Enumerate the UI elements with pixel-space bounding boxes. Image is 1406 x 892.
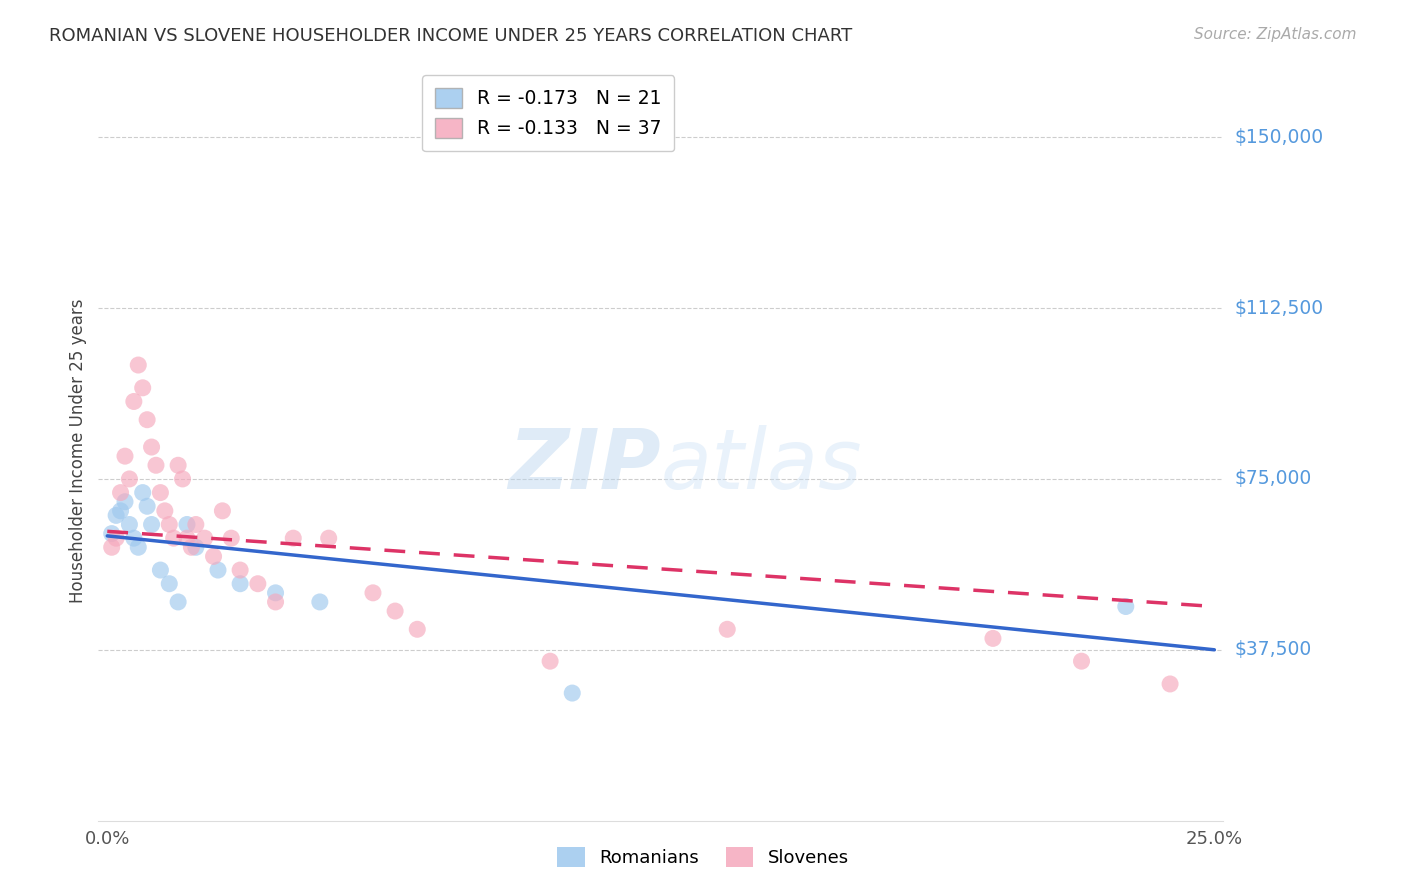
Point [100, 541, 122, 555]
Point [100, 526, 122, 541]
Text: $75,000: $75,000 [1234, 469, 1312, 489]
Point [110, 504, 132, 518]
Point [194, 531, 217, 545]
Point [122, 394, 145, 409]
Text: $112,500: $112,500 [1234, 299, 1323, 318]
Point [716, 622, 738, 636]
Legend: R = -0.173   N = 21, R = -0.133   N = 37: R = -0.173 N = 21, R = -0.133 N = 37 [422, 75, 675, 152]
Point [264, 586, 287, 600]
Point [283, 531, 305, 545]
Point [167, 458, 190, 473]
Point [1115, 599, 1137, 614]
Point [163, 531, 186, 545]
Point [1070, 654, 1092, 668]
Point [561, 686, 583, 700]
Y-axis label: Householder Income Under 25 years: Householder Income Under 25 years [69, 298, 87, 603]
Point [406, 622, 429, 636]
Point [180, 541, 202, 555]
Point [149, 563, 172, 577]
Point [157, 517, 180, 532]
Point [384, 604, 406, 618]
Point [207, 563, 229, 577]
Point [176, 517, 198, 532]
Point [172, 472, 194, 486]
Point [361, 586, 384, 600]
Point [105, 531, 128, 545]
Point [136, 500, 159, 514]
Point [229, 563, 252, 577]
Text: ROMANIAN VS SLOVENE HOUSEHOLDER INCOME UNDER 25 YEARS CORRELATION CHART: ROMANIAN VS SLOVENE HOUSEHOLDER INCOME U… [49, 27, 852, 45]
Point [118, 472, 141, 486]
Point [127, 541, 149, 555]
Point [264, 595, 287, 609]
Text: $150,000: $150,000 [1234, 128, 1323, 146]
Point [141, 440, 163, 454]
Point [176, 531, 198, 545]
Point [131, 485, 153, 500]
Point [110, 485, 132, 500]
Point [538, 654, 561, 668]
Point [308, 595, 330, 609]
Point [145, 458, 167, 473]
Point [318, 531, 340, 545]
Text: Source: ZipAtlas.com: Source: ZipAtlas.com [1194, 27, 1357, 42]
Point [1159, 677, 1181, 691]
Text: atlas: atlas [661, 425, 862, 506]
Point [141, 517, 163, 532]
Point [229, 576, 252, 591]
Point [246, 576, 269, 591]
Point [157, 576, 180, 591]
Point [184, 517, 207, 532]
Point [981, 632, 1004, 646]
Point [127, 358, 149, 372]
Point [219, 531, 242, 545]
Legend: Romanians, Slovenes: Romanians, Slovenes [550, 839, 856, 874]
Point [136, 413, 159, 427]
Point [131, 381, 153, 395]
Point [153, 504, 176, 518]
Point [184, 541, 207, 555]
Point [122, 531, 145, 545]
Point [105, 508, 128, 523]
Point [114, 494, 136, 508]
Point [202, 549, 225, 564]
Point [149, 485, 172, 500]
Point [118, 517, 141, 532]
Text: $37,500: $37,500 [1234, 640, 1312, 659]
Text: ZIP: ZIP [508, 425, 661, 506]
Point [211, 504, 233, 518]
Point [167, 595, 190, 609]
Point [114, 449, 136, 463]
